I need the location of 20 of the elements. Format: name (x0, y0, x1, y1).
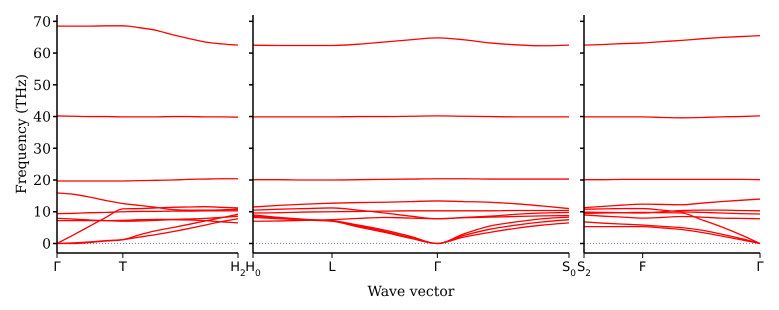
y-tick-label: 20 (33, 172, 51, 189)
x-tick-label: H$_{0}$ (245, 260, 262, 279)
x-tick-label: Γ (434, 260, 442, 275)
x-axis-title: Wave vector (368, 284, 455, 300)
y-tick-label: 70 (33, 14, 51, 30)
y-tick-label: 0 (42, 236, 51, 252)
x-tick-label: L (328, 260, 336, 275)
y-tick-label: 60 (33, 46, 51, 62)
y-tick-label: 10 (33, 204, 51, 221)
y-axis-title: Frequency (THz) (14, 74, 30, 194)
x-tick-label: H$_{2}$ (230, 260, 246, 279)
x-tick-label: F (638, 260, 646, 275)
x-tick-label: S$_{0}$ (562, 260, 576, 279)
y-tick-label: 50 (33, 78, 51, 94)
x-tick-label: Γ (53, 260, 62, 275)
x-tick-label: T (118, 260, 127, 275)
y-tick-label: 40 (33, 110, 51, 126)
x-tick-label: S$_{2}$ (577, 260, 591, 279)
y-tick-label: 30 (33, 141, 51, 158)
x-tick-label: Γ (756, 260, 764, 275)
